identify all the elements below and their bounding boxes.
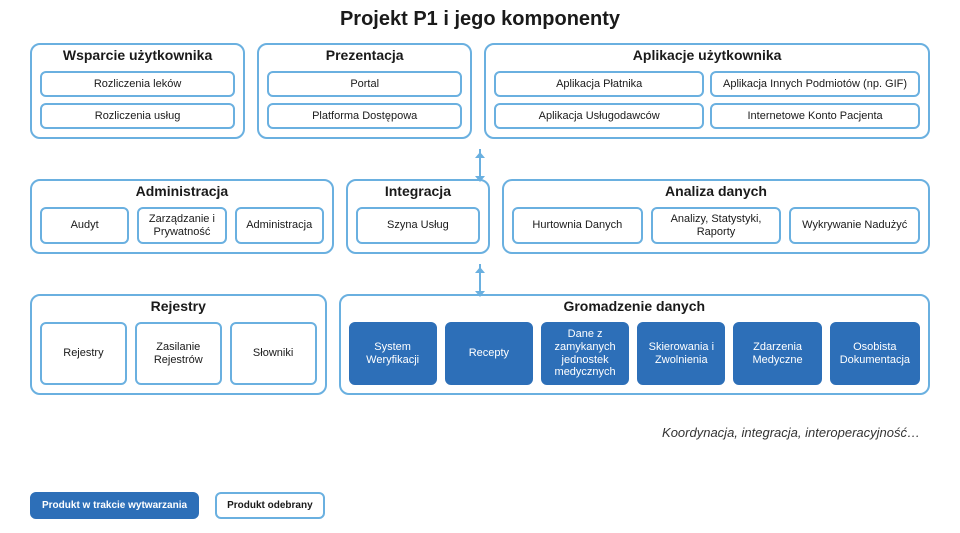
card: Dane z zamykanych jednostek medycznych — [541, 322, 629, 385]
card: Skierowania i Zwolnienia — [637, 322, 725, 385]
group-title: Integracja — [385, 179, 451, 199]
card: Zasilanie Rejestrów — [135, 322, 222, 385]
card: Rejestry — [40, 322, 127, 385]
card: Rozliczenia usług — [40, 103, 235, 129]
card: Rozliczenia leków — [40, 71, 235, 97]
legend: Produkt w trakcie wytwarzania Produkt od… — [30, 492, 325, 520]
card: Aplikacja Innych Podmiotów (np. GIF) — [710, 71, 920, 97]
group: Gromadzenie danych System WeryfikacjiRece… — [339, 294, 930, 395]
card: Aplikacja Usługodawców — [494, 103, 704, 129]
group: RejestryRejestryZasilanie RejestrówSłown… — [30, 294, 327, 395]
diagram-body: Wsparcie użytkownika Rozliczenia leków Roz… — [0, 43, 960, 395]
card: Szyna Usług — [356, 207, 480, 244]
group: Aplikacje użytkownikaAplikacja PłatnikaA… — [484, 43, 930, 139]
group: Administracja AudytZarządzanie i Prywatno… — [30, 179, 334, 254]
group: Analiza danych Hurtownia DanychAnalizy, S… — [502, 179, 930, 254]
card: Internetowe Konto Pacjenta — [710, 103, 920, 129]
group-title: Rejestry — [151, 294, 206, 314]
card: Słowniki — [230, 322, 317, 385]
card: Audyt — [40, 207, 129, 244]
connector — [0, 149, 960, 179]
card: Portal — [267, 71, 462, 97]
group: Integracja Szyna Usług — [346, 179, 490, 254]
card: System Weryfikacji — [349, 322, 437, 385]
row: Wsparcie użytkownika Rozliczenia leków Roz… — [0, 43, 960, 139]
card: Hurtownia Danych — [512, 207, 643, 244]
card: Zarządzanie i Prywatność — [137, 207, 226, 244]
card: Zdarzenia Medyczne — [733, 322, 821, 385]
card: Analizy, Statystyki, Raporty — [651, 207, 782, 244]
group-title: Prezentacja — [326, 43, 404, 63]
card: Aplikacja Płatnika — [494, 71, 704, 97]
card: Recepty — [445, 322, 533, 385]
group: Prezentacja Portal Platforma Dostępowa — [257, 43, 472, 139]
legend-item-wip: Produkt w trakcie wytwarzania — [30, 492, 199, 520]
group-title: Wsparcie użytkownika — [63, 43, 212, 63]
legend-item-done: Produkt odebrany — [215, 492, 325, 520]
page-title: Projekt P1 i jego komponenty — [0, 0, 960, 43]
card: Administracja — [235, 207, 324, 244]
group-title: Gromadzenie danych — [563, 294, 705, 314]
card: Platforma Dostępowa — [267, 103, 462, 129]
group-title: Analiza danych — [665, 179, 767, 199]
group-title: Aplikacje użytkownika — [633, 43, 782, 63]
card: Wykrywanie Nadużyć — [789, 207, 920, 244]
row: RejestryRejestryZasilanie RejestrówSłown… — [0, 294, 960, 395]
group-title: Administracja — [136, 179, 229, 199]
subtitle: Koordynacja, integracja, interoperacyjno… — [0, 425, 960, 440]
card: Osobista Dokumentacja — [830, 322, 920, 385]
connector — [0, 264, 960, 294]
row: Administracja AudytZarządzanie i Prywatno… — [0, 179, 960, 254]
group: Wsparcie użytkownika Rozliczenia leków Roz… — [30, 43, 245, 139]
